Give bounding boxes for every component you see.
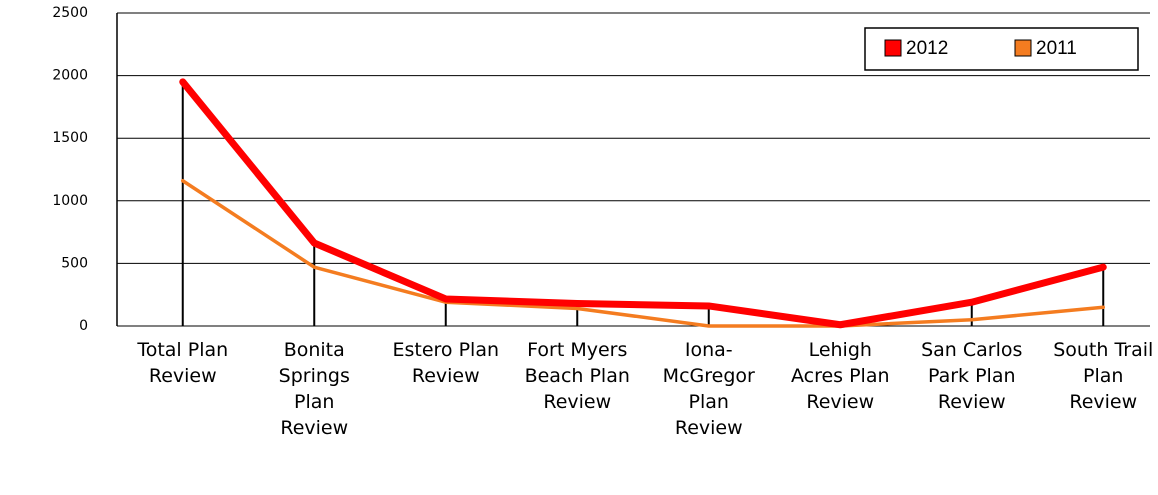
- x-tick-label: Lehigh Acres Plan Review: [790, 339, 890, 413]
- series-line: [181, 179, 1105, 328]
- legend-swatch: [884, 39, 902, 57]
- legend-label: 2012: [906, 38, 948, 59]
- series-line: [179, 78, 1107, 329]
- y-tick-label: 500: [61, 255, 88, 271]
- x-tick-label: Fort Myers Beach Plan Review: [524, 339, 630, 413]
- x-tick-label: Bonita Springs Plan Review: [278, 339, 350, 439]
- x-tick-label: Total Plan Review: [137, 339, 229, 387]
- y-tick-label: 2000: [52, 68, 88, 84]
- legend-box: [864, 27, 1139, 71]
- x-tick-label: Estero Plan Review: [392, 339, 500, 387]
- y-tick-label: 0: [79, 318, 88, 334]
- y-tick-label: 1000: [52, 193, 88, 209]
- y-tick-label: 2500: [52, 5, 88, 21]
- legend-label: 2011: [1036, 38, 1077, 59]
- y-tick-label: 1500: [52, 130, 88, 146]
- legend-swatch: [1014, 39, 1032, 57]
- x-tick-label: South Trail Plan Review: [1053, 339, 1154, 413]
- x-tick-label: San Carlos Park Plan Review: [921, 339, 1023, 413]
- x-tick-label: Iona-McGregor Plan Review: [662, 339, 755, 439]
